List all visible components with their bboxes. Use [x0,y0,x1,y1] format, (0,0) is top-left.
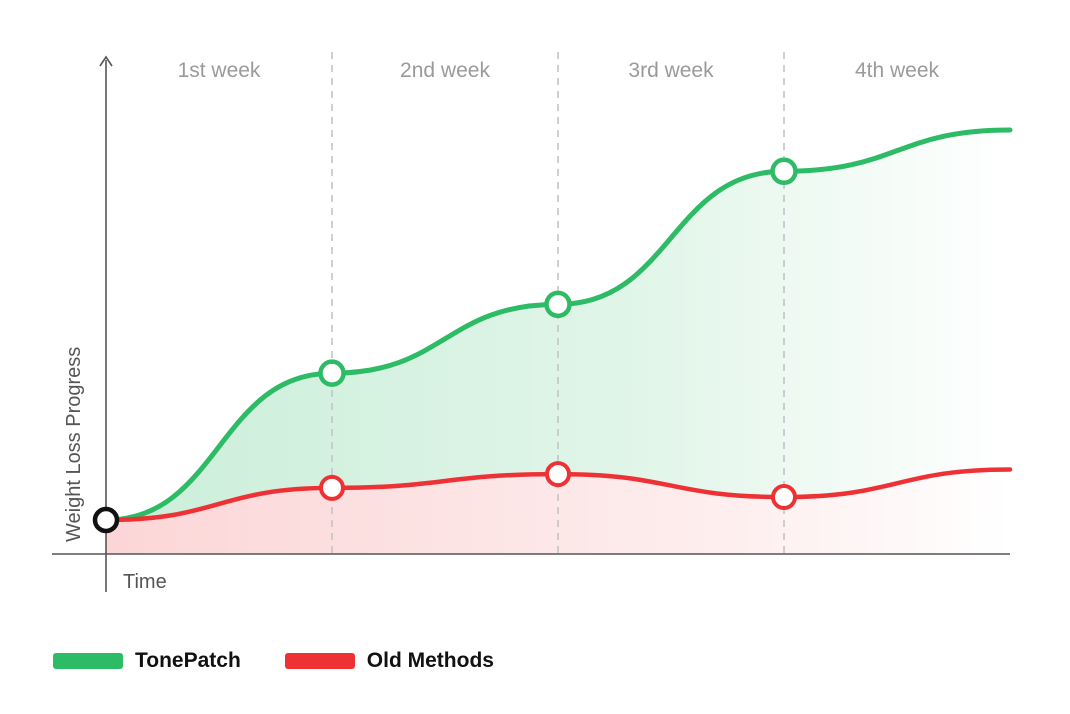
x-axis-label: Time [123,571,167,593]
legend-label-tonepatch: TonePatch [135,649,241,672]
old-methods-point-2 [545,461,571,488]
week-label-4: 4th week [855,59,940,82]
legend-item-old-methods: Old Methods [284,649,494,673]
week-label-1: 1st week [178,59,261,82]
week-label-3: 3rd week [628,59,714,82]
y-axis-arrow-icon [99,55,113,67]
tonepatch-point-2 [544,290,572,319]
chart-legend: TonePatch Old Methods [53,646,538,676]
data-points [92,157,798,534]
legend-item-tonepatch: TonePatch [53,649,241,673]
old-methods-point-3 [771,484,797,511]
legend-swatch-tonepatch [53,653,123,669]
legend-label-old-methods: Old Methods [366,649,494,672]
y-axis-label: Weight Loss Progress [63,347,85,542]
tonepatch-point-3 [770,157,798,186]
chart-text: 1st week 2nd week 3rd week 4th week Time Weig… [63,59,940,593]
origin-point [92,506,120,534]
old-methods-point-1 [319,474,345,501]
axes [52,55,1010,592]
week-label-2: 2nd week [400,59,490,82]
tonepatch-point-1 [318,359,346,387]
legend-swatch-old-methods [284,653,355,669]
